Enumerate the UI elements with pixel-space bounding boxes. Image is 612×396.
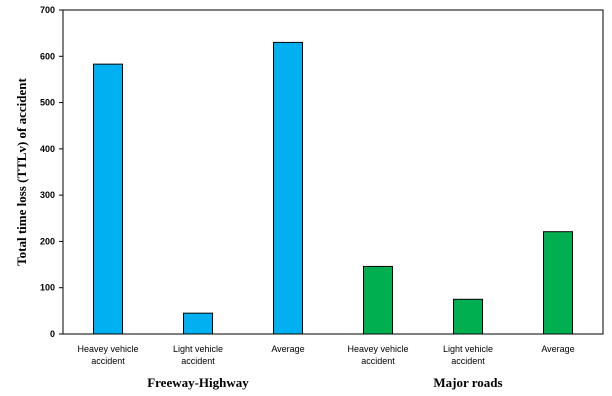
y-tick-label: 700: [40, 5, 55, 15]
x-tick-label: accident: [181, 356, 215, 366]
y-axis-title: Total time loss (TTLv) of accident: [14, 78, 29, 266]
x-tick-label: accident: [361, 356, 395, 366]
y-tick-label: 300: [40, 190, 55, 200]
bar: [93, 63, 123, 335]
bar: [273, 41, 303, 335]
x-tick-label: Light vehicle: [173, 344, 223, 354]
x-tick-label: Average: [271, 344, 304, 354]
plot-area: [62, 9, 604, 335]
bars-layer: [93, 41, 573, 335]
bar: [183, 312, 213, 335]
y-tick-label: 0: [50, 329, 55, 339]
bar: [543, 231, 573, 335]
y-axis: 0 100 200 300 400 500 600 700: [40, 5, 63, 339]
x-tick-label: Heavey vehicle: [347, 344, 408, 354]
y-tick-label: 500: [40, 98, 55, 108]
group-label: Freeway-Highway: [147, 375, 249, 390]
x-tick-label: Heavey vehicle: [77, 344, 138, 354]
y-tick-label: 200: [40, 236, 55, 246]
y-tick-label: 100: [40, 283, 55, 293]
y-tick-label: 600: [40, 51, 55, 61]
x-tick-label: Light vehicle: [443, 344, 493, 354]
x-tick-label: Average: [541, 344, 574, 354]
x-axis: Heavey vehicle accident Light vehicle accid…: [77, 344, 574, 366]
bar: [363, 265, 393, 335]
x-tick-label: accident: [91, 356, 125, 366]
group-label: Major roads: [433, 375, 502, 390]
bar: [453, 298, 483, 335]
y-tick-label: 400: [40, 144, 55, 154]
group-labels: Freeway-Highway Major roads: [147, 375, 502, 390]
x-tick-label: accident: [451, 356, 485, 366]
